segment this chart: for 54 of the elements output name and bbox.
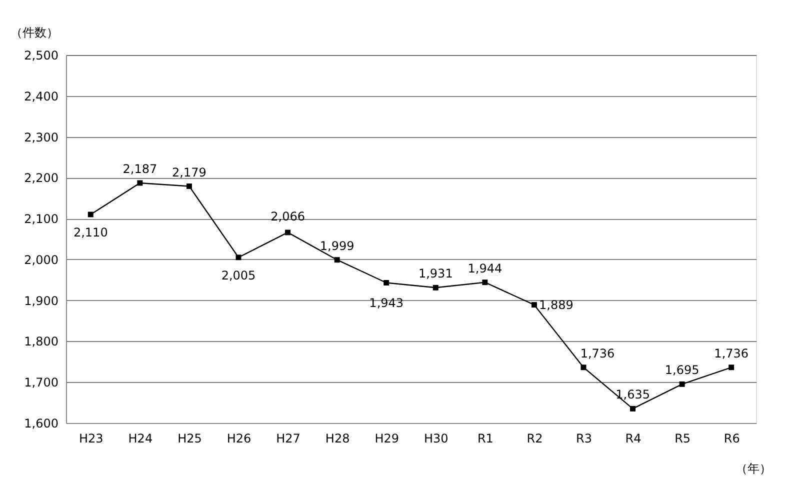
x-tick-label: R4 [625,432,642,446]
text: 1,736 [580,346,615,360]
x-tick-label: R1 [477,432,494,446]
point [531,302,537,308]
x-tick-label: H30 [424,432,448,446]
y-tick-label: 2,400 [24,89,58,104]
text: 1,736 [714,346,749,360]
point [630,406,636,412]
x-tick-label: R2 [526,432,543,446]
text: 1,943 [369,296,404,310]
y-tick-label: 2,200 [24,171,58,186]
x-tick-label: H28 [325,432,350,446]
y-tick-label: 2,500 [24,48,58,62]
x-tick-label: H29 [374,432,400,446]
text: 2,066 [270,209,305,224]
point [482,280,488,286]
point [679,381,685,387]
text: 1,889 [539,298,574,312]
point [334,257,340,263]
y-tick-label: 1,600 [24,416,58,430]
y-tick-label: 1,800 [24,334,58,349]
point [384,280,390,286]
point [728,364,734,370]
point [88,212,94,218]
text: 1,999 [320,238,354,253]
text: 1,695 [664,363,700,378]
x-tick-label: R5 [674,432,691,446]
y-tick-label: 2,300 [24,130,58,144]
point [137,180,143,186]
y-tick-label: 1,700 [24,376,58,390]
x-tick-label: H23 [78,432,104,446]
x-tick-label: H24 [128,432,153,446]
y-tick-label: 2,000 [24,252,58,267]
text: 2,005 [221,268,256,282]
text: 1,944 [468,261,502,276]
point [285,230,291,236]
x-tick-label: R6 [724,432,740,446]
y-tick-label: 1,900 [24,294,58,308]
point [236,254,242,260]
x-axis-title: （年） [736,462,772,476]
text: 2,187 [122,162,158,176]
y-axis-title: （件数） [10,26,58,40]
x-tick-label: H26 [226,432,252,446]
text: 2,179 [172,165,206,180]
x-tick-label: R3 [576,432,592,446]
x-tick-label: H27 [276,432,300,446]
point [580,364,586,370]
point [186,184,192,189]
point [432,284,438,290]
y-tick-label: 2,100 [24,212,58,226]
x-tick-label: H25 [178,432,202,446]
text: 2,110 [73,225,108,240]
text: 1,931 [418,266,453,281]
text: 1,635 [616,388,650,402]
